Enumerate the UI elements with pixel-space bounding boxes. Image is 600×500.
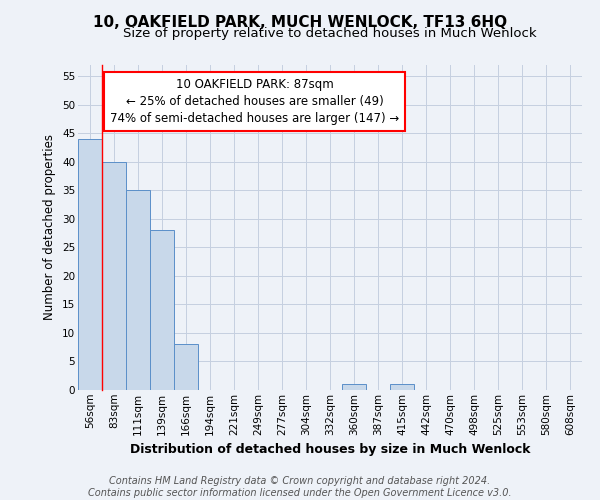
Bar <box>390 384 414 390</box>
Bar <box>78 139 102 390</box>
Bar <box>342 384 366 390</box>
X-axis label: Distribution of detached houses by size in Much Wenlock: Distribution of detached houses by size … <box>130 443 530 456</box>
Text: 10, OAKFIELD PARK, MUCH WENLOCK, TF13 6HQ: 10, OAKFIELD PARK, MUCH WENLOCK, TF13 6H… <box>93 15 507 30</box>
Bar <box>174 344 198 390</box>
Bar <box>102 162 126 390</box>
Title: Size of property relative to detached houses in Much Wenlock: Size of property relative to detached ho… <box>123 27 537 40</box>
Y-axis label: Number of detached properties: Number of detached properties <box>43 134 56 320</box>
Text: Contains HM Land Registry data © Crown copyright and database right 2024.
Contai: Contains HM Land Registry data © Crown c… <box>88 476 512 498</box>
Bar <box>126 190 150 390</box>
Bar <box>150 230 174 390</box>
Text: 10 OAKFIELD PARK: 87sqm
← 25% of detached houses are smaller (49)
74% of semi-de: 10 OAKFIELD PARK: 87sqm ← 25% of detache… <box>110 78 399 125</box>
